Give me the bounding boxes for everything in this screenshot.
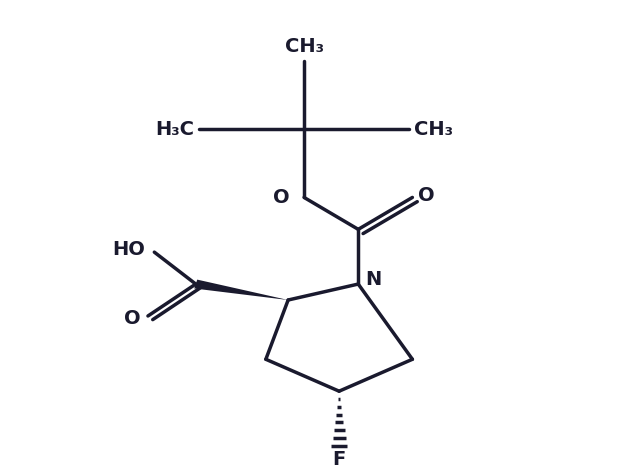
Text: HO: HO (112, 240, 145, 259)
Text: H₃C: H₃C (155, 119, 194, 139)
Text: N: N (365, 270, 381, 289)
Text: CH₃: CH₃ (285, 37, 324, 55)
Text: O: O (418, 186, 435, 204)
Text: O: O (124, 309, 140, 328)
Text: F: F (333, 450, 346, 469)
Text: CH₃: CH₃ (414, 119, 453, 139)
Polygon shape (195, 280, 288, 300)
Text: O: O (273, 188, 290, 207)
